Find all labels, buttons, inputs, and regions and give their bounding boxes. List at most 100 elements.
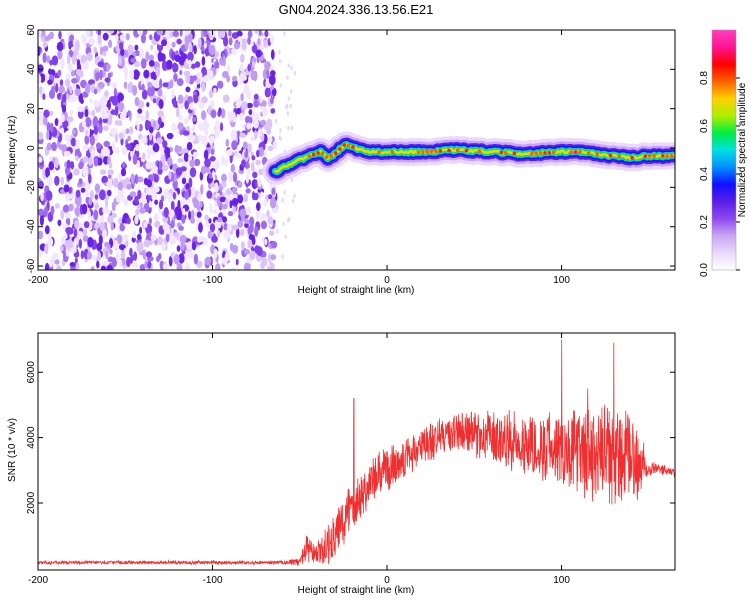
noise-cell <box>71 78 78 84</box>
noise-cell <box>212 233 217 243</box>
ridge-peak <box>338 147 342 151</box>
noise-cell <box>262 68 268 80</box>
noise-cell <box>55 265 62 270</box>
noise-cell <box>210 182 216 188</box>
noise-cell <box>145 51 150 62</box>
noise-cell <box>183 117 190 124</box>
noise-cell <box>177 157 184 163</box>
noise-cell <box>236 30 243 37</box>
noise-cell <box>97 34 102 45</box>
noise-cell <box>145 120 152 130</box>
noise-cell <box>200 184 204 195</box>
noise-speck <box>278 50 281 55</box>
noise-cell <box>107 189 112 197</box>
noise-cell <box>120 252 126 259</box>
noise-cell <box>134 60 140 68</box>
noise-cell <box>230 267 236 270</box>
noise-cell <box>231 197 239 207</box>
noise-cell <box>153 213 159 221</box>
noise-cell <box>54 259 60 265</box>
noise-cell <box>93 99 100 107</box>
noise-cell <box>160 154 166 166</box>
ridge-peak <box>455 148 460 152</box>
noise-cell <box>254 30 259 35</box>
noise-cell <box>168 170 172 180</box>
noise-cell <box>242 141 248 150</box>
noise-cell <box>175 167 183 176</box>
noise-cell <box>84 83 91 94</box>
noise-cell <box>46 122 51 132</box>
noise-cell <box>253 93 259 100</box>
noise-cell <box>110 221 115 231</box>
noise-cell <box>103 140 110 148</box>
noise-cell <box>104 198 109 208</box>
noise-cell <box>90 149 96 160</box>
noise-cell <box>64 166 71 176</box>
noise-cell <box>129 126 134 135</box>
noise-cell <box>239 63 244 72</box>
noise-cell <box>102 106 109 112</box>
noise-cell <box>156 30 164 36</box>
noise-cell <box>123 49 129 58</box>
noise-cell <box>147 86 153 97</box>
noise-cell <box>39 86 43 95</box>
noise-cell <box>147 194 152 202</box>
noise-cell <box>100 46 104 56</box>
noise-cell <box>121 218 126 224</box>
noise-cell <box>165 233 170 243</box>
noise-cell <box>140 192 147 200</box>
noise-cell <box>179 129 183 136</box>
noise-cell <box>168 209 175 218</box>
noise-cell <box>254 245 261 254</box>
noise-cell <box>162 140 168 149</box>
noise-cell <box>188 59 192 68</box>
noise-cell <box>249 251 256 260</box>
noise-cell <box>88 156 93 167</box>
snr-x-tick-label: -100 <box>203 575 223 586</box>
noise-cell <box>230 164 235 173</box>
noise-cell <box>141 135 147 144</box>
noise-cell <box>89 135 95 146</box>
noise-cell <box>56 41 64 52</box>
noise-cell <box>145 251 153 258</box>
noise-cell <box>69 262 76 267</box>
noise-cell <box>248 109 253 116</box>
noise-cell <box>134 44 139 51</box>
noise-cell <box>129 69 135 80</box>
noise-cell <box>169 79 174 89</box>
noise-cell <box>63 233 68 240</box>
noise-cell <box>132 69 140 80</box>
noise-cell <box>61 104 67 113</box>
noise-cell <box>108 161 113 169</box>
ridge-peak <box>669 154 674 158</box>
noise-cell <box>255 49 262 58</box>
noise-cell <box>199 200 203 208</box>
noise-cell <box>94 203 100 210</box>
noise-cell <box>188 177 193 189</box>
noise-cell <box>190 63 197 69</box>
noise-cell <box>64 212 72 219</box>
noise-cell <box>88 197 93 206</box>
noise-cell <box>184 100 189 110</box>
ridge-peak <box>320 151 325 156</box>
ridge-peak <box>325 155 329 159</box>
noise-cell <box>64 193 71 202</box>
noise-cell <box>144 222 148 228</box>
noise-cell <box>80 187 86 193</box>
ridge-peak <box>630 156 634 160</box>
noise-cell <box>179 69 183 76</box>
noise-cell <box>107 215 114 224</box>
noise-cell <box>243 89 249 95</box>
noise-cell <box>153 79 161 89</box>
ridge-peak <box>643 154 648 159</box>
noise-cell <box>204 214 210 221</box>
ridge-peak <box>416 150 421 154</box>
noise-cell <box>54 203 60 209</box>
noise-cell <box>271 241 278 249</box>
spectrogram-x-tick-label: 100 <box>553 275 570 286</box>
noise-cell <box>89 98 93 104</box>
noise-cell <box>171 51 176 61</box>
noise-cell <box>208 44 216 56</box>
noise-cell <box>216 229 221 238</box>
